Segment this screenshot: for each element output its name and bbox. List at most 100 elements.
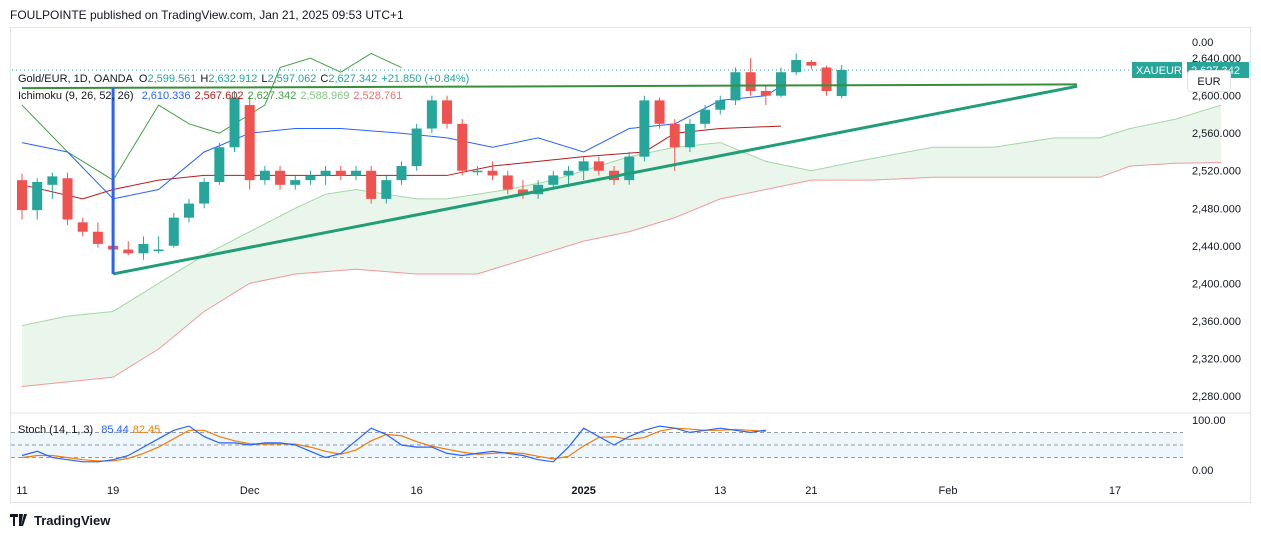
time-tick-label: 19 <box>107 485 119 497</box>
tradingview-footer: TradingView <box>10 513 110 529</box>
price-tick-label: 2,480.000 <box>1192 203 1241 215</box>
price-tick-label: 2,320.000 <box>1192 353 1241 365</box>
candle-body <box>153 249 164 252</box>
time-tick-label: 2025 <box>571 485 595 497</box>
close-value: 2,627.342 <box>328 73 378 85</box>
stoch-pane: 100.00 0.00 <box>11 412 1250 477</box>
stoch-label[interactable]: Stoch (14, 1, 3) <box>18 424 94 436</box>
stoch-k-line <box>21 425 766 463</box>
ichimoku-spana-value: 2,588.969 <box>300 90 350 102</box>
candle-body <box>396 166 407 181</box>
ascending-trendline <box>112 84 1078 276</box>
candle-body <box>533 184 544 195</box>
ichimoku-span-b-line <box>21 162 1222 388</box>
price-tick-label: 2,600.000 <box>1192 91 1241 103</box>
candle-body <box>214 147 225 182</box>
candle-body <box>366 170 377 199</box>
price-tick-label: 0.00 <box>1192 37 1213 49</box>
low-label: L <box>261 73 268 85</box>
candle-body <box>183 203 194 218</box>
symbol-name[interactable]: Gold/EUR, 1D, OANDA <box>18 73 133 85</box>
time-tick-label: 11 <box>16 485 27 497</box>
stoch-tick-label: 0.00 <box>1192 465 1213 477</box>
candle-body <box>62 178 73 220</box>
time-tick-label: Dec <box>240 485 260 497</box>
candle-body <box>290 180 301 185</box>
candle-body <box>517 189 528 195</box>
candle-body <box>836 70 847 97</box>
candle-body <box>92 231 103 244</box>
candle-body <box>47 176 58 185</box>
currency-button[interactable]: EUR <box>1187 70 1231 92</box>
candle-body <box>32 182 43 211</box>
stoch-d-line <box>21 427 766 462</box>
candle-body <box>411 128 422 167</box>
time-tick-label: 16 <box>411 485 423 497</box>
stoch-legend: Stoch (14, 1, 3) 85.44 82.45 <box>18 424 164 436</box>
candle-body <box>806 61 817 66</box>
candle-body <box>684 123 695 148</box>
price-tick-label: 2,280.000 <box>1192 391 1241 403</box>
ichimoku-conversion-value: 2,610.336 <box>141 90 191 102</box>
stoch-d-value: 82.45 <box>132 424 161 436</box>
candle-body <box>320 170 331 176</box>
candle-body <box>700 109 711 124</box>
drawings[interactable] <box>21 83 1078 276</box>
candle-body <box>745 72 756 91</box>
resistance-line <box>21 83 1078 90</box>
candle-body <box>77 222 88 232</box>
time-tick-label: 17 <box>1109 485 1121 497</box>
candle-body <box>593 161 604 171</box>
candle-body <box>457 123 468 171</box>
candle-body <box>305 175 316 181</box>
publish-header: FOULPOINTE published on TradingView.com,… <box>10 8 404 22</box>
candle-body <box>138 243 149 254</box>
stoch-k-value: 85.44 <box>101 424 129 436</box>
candle-body <box>548 175 559 185</box>
candle-body <box>381 180 392 199</box>
candle-body <box>578 161 589 171</box>
candle-body <box>669 123 680 148</box>
ichimoku-label[interactable]: Ichimoku (9, 26, 52, 26) <box>18 90 134 102</box>
candles <box>17 53 847 260</box>
candle-body <box>776 72 786 96</box>
time-tick-label: Feb <box>938 485 957 497</box>
time-axis[interactable]: 11 19 Dec 16 2025 13 21 Feb 17 <box>16 485 1121 497</box>
price-tick-label: 2,360.000 <box>1192 316 1241 328</box>
time-tick-label: 21 <box>805 485 817 497</box>
ichimoku-base-value: 2,567.602 <box>194 90 244 102</box>
candle-body <box>199 182 210 204</box>
candle-body <box>624 156 635 181</box>
candle-body <box>472 170 483 173</box>
close-label: C <box>320 73 329 85</box>
candle-body <box>821 67 832 91</box>
candle-body <box>335 170 346 176</box>
candle-body <box>563 170 574 176</box>
symbol-legend: Gold/EUR, 1D, OANDA O2,599.561 H2,632.912 L… <box>18 73 473 85</box>
price-tick-label: 2,520.000 <box>1192 166 1241 178</box>
candle-body <box>760 90 771 96</box>
candle-body <box>442 100 453 124</box>
low-value: 2,597.062 <box>267 73 317 85</box>
candle-body <box>654 100 665 124</box>
symbol-tag-bg <box>1132 62 1182 79</box>
ichimoku-base-line <box>21 125 782 200</box>
candle-body <box>502 175 513 190</box>
ichimoku-conversion-line <box>21 85 782 200</box>
open-label: O <box>138 73 148 85</box>
ichimoku-cloud <box>22 105 1222 387</box>
ichimoku-legend: Ichimoku (9, 26, 52, 26) 2,610.336 2,567.6… <box>18 90 406 102</box>
candle-body <box>244 105 255 181</box>
candle-body <box>639 100 650 157</box>
tradingview-brand: TradingView <box>34 513 111 528</box>
ichimoku-lagging-value: 2,627.342 <box>247 90 297 102</box>
high-value: 2,632.912 <box>208 73 258 85</box>
candle-body <box>487 170 498 176</box>
change-value: +21.850 (+0.84%) <box>381 73 470 85</box>
candle-body <box>350 170 361 176</box>
ichimoku-cloud-fill <box>22 105 1222 387</box>
candle-body <box>259 170 270 181</box>
time-tick-label: 13 <box>714 485 726 497</box>
candle-body <box>791 60 802 73</box>
